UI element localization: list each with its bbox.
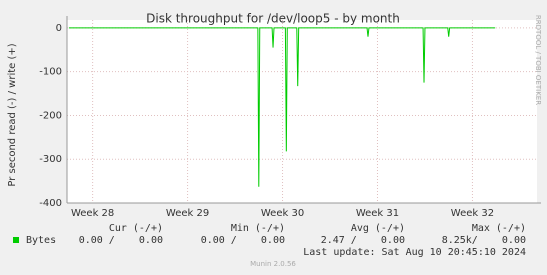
legend-swatch — [13, 237, 19, 243]
y-tick-label: -100 — [39, 67, 62, 78]
y-tick-label: -400 — [39, 198, 62, 209]
summary-header: Cur (-/+) — [109, 223, 163, 234]
chart-title: Disk throughput for /dev/loop5 - by mont… — [146, 12, 400, 26]
last-update: Last update: Sat Aug 10 20:45:10 2024 — [303, 247, 526, 258]
x-tick-label: Week 30 — [261, 208, 304, 219]
plot-area — [67, 20, 537, 203]
y-axis-label: Pr second read (-) / write (+) — [7, 43, 18, 186]
x-tick-label: Week 29 — [166, 208, 209, 219]
summary-value: 2.47 / 0.00 — [321, 235, 405, 246]
summary-value: 8.25k/ 0.00 — [442, 235, 526, 246]
y-tick-label: -300 — [39, 154, 62, 165]
x-tick-label: Week 31 — [356, 208, 399, 219]
legend-label: Bytes — [26, 235, 56, 246]
summary-header: Max (-/+) — [472, 223, 526, 234]
summary-value: 0.00 / 0.00 — [79, 235, 163, 246]
y-tick-label: 0 — [56, 23, 62, 34]
data-line — [68, 27, 496, 187]
footer: Munin 2.0.56 — [250, 260, 296, 268]
summary-value: 0.00 / 0.00 — [201, 235, 285, 246]
x-tick-label: Week 32 — [451, 208, 494, 219]
side-text: RRDTOOL / TOBI OETIKER — [534, 15, 542, 105]
summary-header: Min (-/+) — [231, 223, 285, 234]
summary-header: Avg (-/+) — [351, 223, 405, 234]
y-tick-label: -200 — [39, 110, 62, 121]
x-tick-label: Week 28 — [71, 208, 114, 219]
